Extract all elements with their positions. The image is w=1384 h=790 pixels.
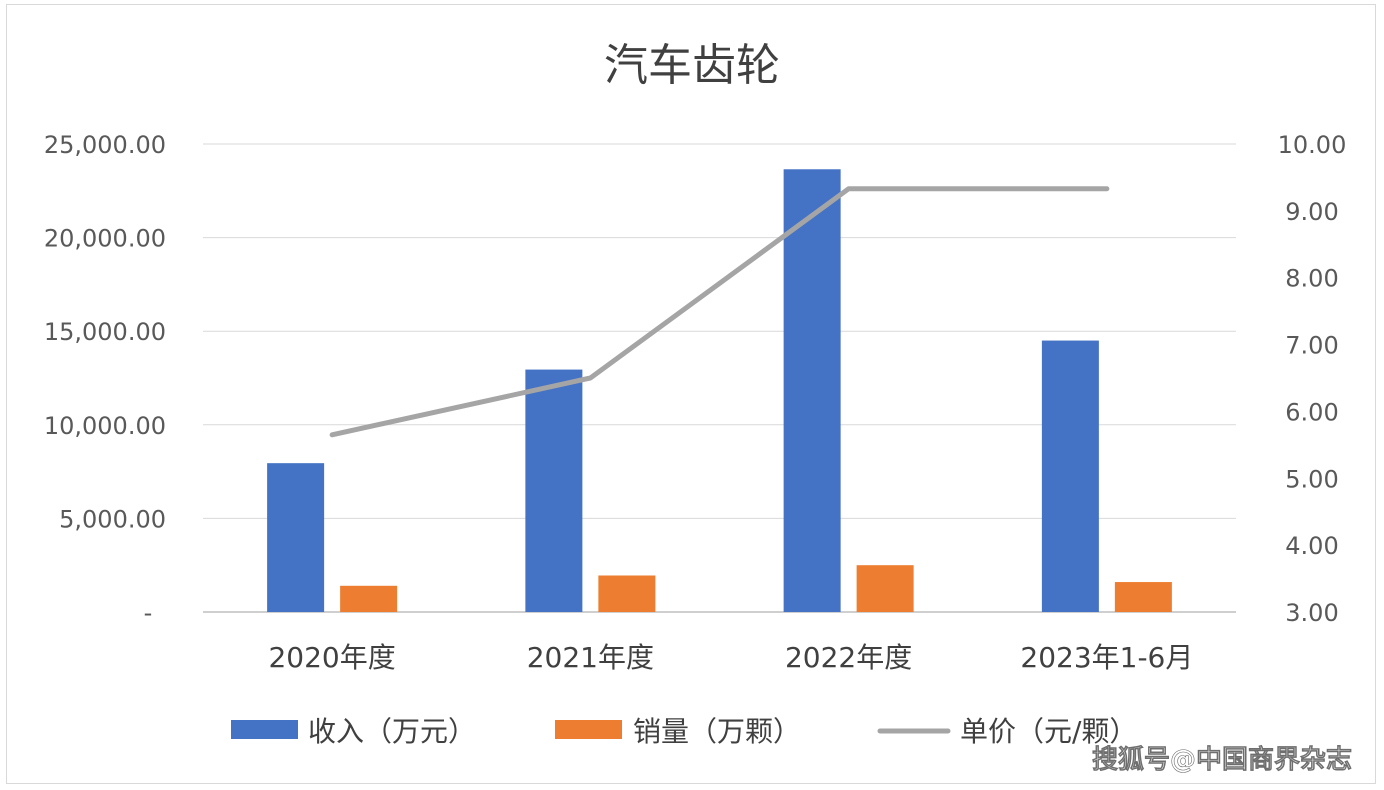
- line-layer: [329, 186, 1110, 438]
- category-label: 2023年1-6月: [1020, 641, 1193, 674]
- bar-volume: [598, 575, 656, 612]
- right-axis-tick-label: 5.00: [1285, 465, 1338, 493]
- category-label: 2022年度: [785, 641, 912, 674]
- right-axis-tick-label: 8.00: [1285, 265, 1338, 293]
- left-axis-tick-label: 5,000.00: [59, 505, 166, 533]
- left-axis-tick-label: 15,000.00: [44, 318, 166, 346]
- right-axis-tick-label: 6.00: [1285, 398, 1338, 426]
- legend-label: 收入（万元）: [308, 715, 476, 748]
- line-unit-price: [329, 186, 1110, 438]
- legend-label: 销量（万颗）: [633, 715, 801, 748]
- right-axis-tick-label: 9.00: [1285, 198, 1338, 226]
- bar-revenue: [267, 463, 325, 612]
- right-axis-tick-label: 3.00: [1285, 599, 1338, 627]
- chart-title: 汽车齿轮: [604, 40, 780, 91]
- bar-volume: [340, 585, 398, 612]
- category-label: 2020年度: [268, 641, 395, 674]
- bar-volume: [856, 565, 914, 612]
- legend: 收入（万元） 销量（万颗） 单价（元/颗）: [231, 715, 1137, 748]
- bar-revenue: [783, 169, 841, 612]
- right-axis-tick-label: 4.00: [1285, 532, 1338, 560]
- category-label: 2021年度: [527, 641, 654, 674]
- left-axis-tick-label: 20,000.00: [44, 225, 166, 253]
- bar-revenue: [525, 369, 583, 612]
- legend-swatch: [231, 720, 298, 739]
- category-axis-labels: 2020年度 2021年度 2022年度 2023年1-6月: [268, 641, 1193, 674]
- legend-label: 单价（元/颗）: [960, 715, 1137, 748]
- right-axis-tick-label: 7.00: [1285, 332, 1338, 360]
- left-axis-tick-label: 25,000.00: [44, 131, 166, 159]
- watermark-text: 搜狐号@中国商界杂志: [1092, 744, 1352, 775]
- bars-layer: [267, 169, 1172, 612]
- left-axis-tick-label: -: [144, 599, 153, 627]
- right-axis-tick-label: 10.00: [1278, 131, 1347, 159]
- left-axis-tick-label: 10,000.00: [44, 412, 166, 440]
- bar-revenue: [1041, 340, 1099, 612]
- legend-swatch: [555, 720, 622, 739]
- chart-frame: [6, 4, 1376, 784]
- left-axis-tick-labels: - 5,000.00 10,000.00 15,000.00 20,000.00 25,0…: [44, 131, 166, 627]
- right-axis-tick-labels: 3.00 4.00 5.00 6.00 7.00 8.00 9.00 10.00: [1278, 131, 1347, 627]
- bar-volume: [1114, 582, 1172, 612]
